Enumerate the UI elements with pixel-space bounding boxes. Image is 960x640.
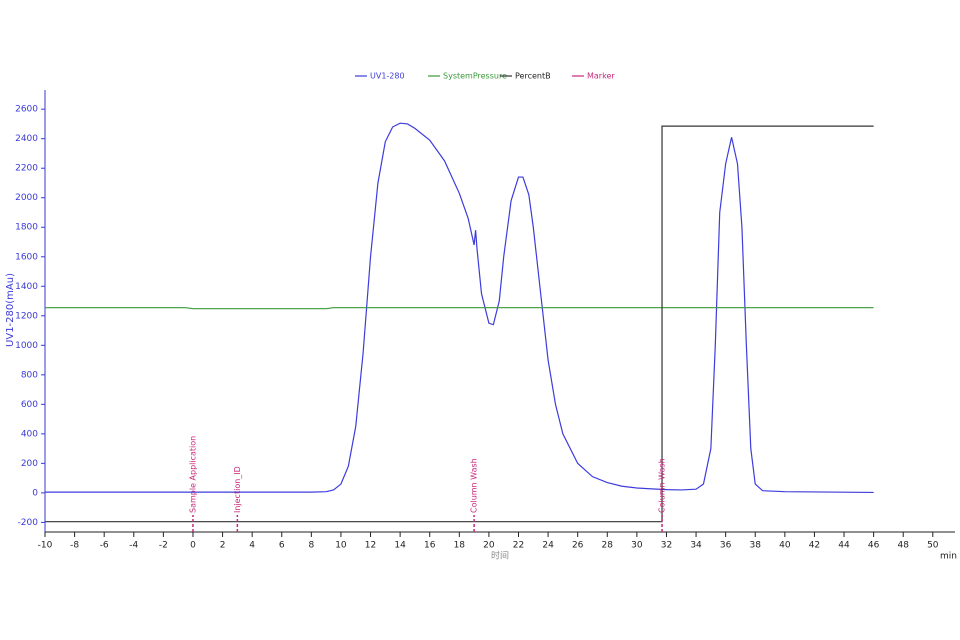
- x-tick-label: 12: [365, 541, 376, 551]
- x-tick-label: 8: [308, 541, 314, 551]
- y-tick-label: 1800: [15, 223, 38, 233]
- y-tick-label: 800: [21, 370, 38, 380]
- y-tick-label: 2600: [15, 105, 38, 115]
- marker-label: Injection_ID: [233, 466, 242, 513]
- x-tick-label: -10: [38, 541, 53, 551]
- x-tick-label: 48: [897, 541, 909, 551]
- x-tick-label: 16: [424, 541, 436, 551]
- x-tick-label: 22: [513, 541, 524, 551]
- x-tick-label: 2: [220, 541, 226, 551]
- x-tick-label: 34: [690, 541, 702, 551]
- y-tick-label: 2200: [15, 164, 38, 174]
- y-tick-label: 1200: [15, 311, 38, 321]
- marker-label: Column Wash: [470, 458, 479, 513]
- series-line: [45, 307, 874, 310]
- marker-label: Sample Application: [188, 436, 197, 513]
- x-tick-label: 50: [927, 541, 939, 551]
- y-tick-label: -200: [18, 518, 39, 528]
- x-tick-label: 28: [602, 541, 614, 551]
- y-tick-label: 2000: [15, 193, 38, 203]
- series-line: [45, 122, 874, 494]
- legend-label: Marker: [587, 72, 615, 81]
- x-tick-label: 0: [190, 541, 196, 551]
- marker-label: Column Wash: [658, 458, 667, 513]
- legend-label: PercentB: [515, 72, 551, 81]
- y-axis-title: UV1-280(mAu): [5, 273, 16, 347]
- x-tick-label: 4: [249, 541, 255, 551]
- x-tick-label: 36: [720, 541, 732, 551]
- x-tick-label: 10: [335, 541, 347, 551]
- x-tick-label: -4: [129, 541, 138, 551]
- y-tick-label: 400: [21, 429, 38, 439]
- x-tick-label: 14: [394, 541, 406, 551]
- x-tick-label: 6: [279, 541, 285, 551]
- x-tick-label: 46: [868, 541, 880, 551]
- x-axis-title: 时间: [491, 550, 509, 562]
- x-tick-label: 42: [809, 541, 820, 551]
- x-tick-label: 32: [661, 541, 672, 551]
- x-tick-label: 40: [779, 541, 791, 551]
- y-tick-label: 1600: [15, 252, 38, 262]
- y-tick-label: 1400: [15, 282, 38, 292]
- x-tick-label: 18: [454, 541, 466, 551]
- y-tick-label: 600: [21, 400, 38, 410]
- x-tick-label: 44: [838, 541, 850, 551]
- x-tick-label: -6: [100, 541, 109, 551]
- y-tick-label: 200: [21, 459, 38, 469]
- series-line: [45, 125, 874, 523]
- x-tick-label: -2: [159, 541, 168, 551]
- x-axis-unit: min: [940, 552, 957, 562]
- y-tick-label: 1000: [15, 341, 38, 351]
- legend-label: UV1-280: [370, 72, 405, 81]
- x-tick-label: 26: [572, 541, 584, 551]
- x-tick-label: 38: [750, 541, 762, 551]
- y-tick-label: 0: [32, 488, 38, 498]
- x-tick-label: 24: [542, 541, 554, 551]
- y-tick-label: 2400: [15, 134, 38, 144]
- x-tick-label: 20: [483, 541, 495, 551]
- x-tick-label: 30: [631, 541, 643, 551]
- x-tick-label: -8: [70, 541, 79, 551]
- legend-label: SystemPressure: [443, 72, 507, 81]
